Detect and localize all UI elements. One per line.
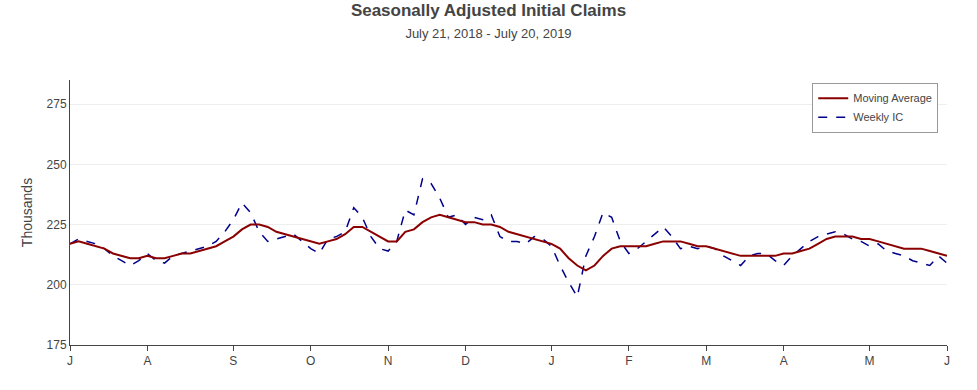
svg-text:250: 250 — [47, 158, 67, 172]
svg-text:J: J — [67, 354, 73, 368]
svg-text:J: J — [944, 354, 950, 368]
svg-text:S: S — [229, 354, 237, 368]
svg-text:M: M — [701, 354, 711, 368]
svg-text:F: F — [625, 354, 632, 368]
svg-text:D: D — [461, 354, 470, 368]
svg-text:Moving Average: Moving Average — [853, 92, 932, 104]
svg-text:200: 200 — [47, 278, 67, 292]
svg-text:275: 275 — [47, 97, 67, 111]
svg-text:J: J — [548, 354, 554, 368]
svg-text:Weekly IC: Weekly IC — [853, 111, 903, 123]
svg-text:Thousands: Thousands — [19, 178, 35, 247]
svg-text:A: A — [780, 354, 788, 368]
svg-text:Seasonally Adjusted Initial Cl: Seasonally Adjusted Initial ClaimsJuly 2… — [351, 1, 626, 41]
svg-text:N: N — [384, 354, 393, 368]
svg-text:225: 225 — [47, 218, 67, 232]
svg-text:O: O — [306, 354, 315, 368]
svg-text:A: A — [143, 354, 151, 368]
svg-text:175: 175 — [47, 338, 67, 352]
svg-text:M: M — [865, 354, 875, 368]
